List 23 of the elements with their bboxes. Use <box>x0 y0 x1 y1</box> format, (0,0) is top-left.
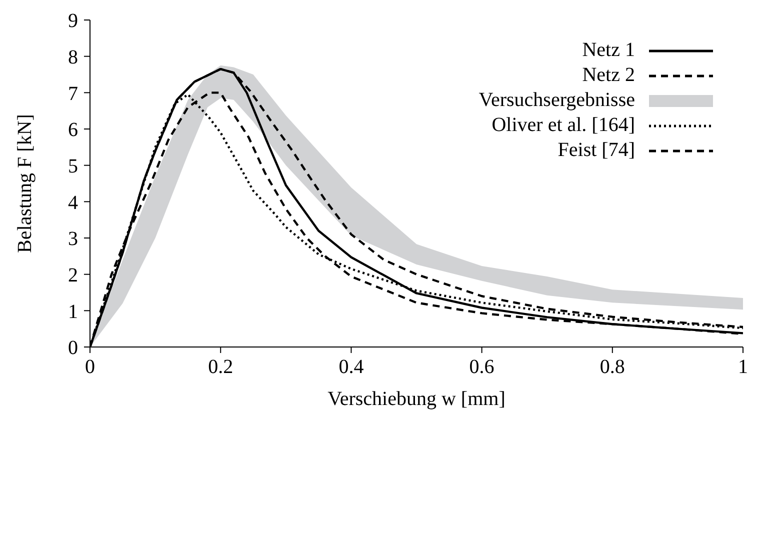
y-tick-label: 2 <box>68 264 78 286</box>
legend-label: Feist [74] <box>558 138 635 163</box>
y-tick-label: 3 <box>68 228 78 250</box>
y-tick-label: 1 <box>68 300 78 323</box>
y-tick-label: 5 <box>68 155 78 178</box>
y-tick-label: 6 <box>68 119 78 142</box>
y-tick-label: 0 <box>68 337 78 360</box>
x-axis-title: Verschiebung w [mm] <box>328 388 506 410</box>
legend-label: Oliver et al. [164] <box>492 113 635 138</box>
x-tick-label: 1 <box>738 356 748 378</box>
y-tick-label: 4 <box>68 192 78 214</box>
y-axis-title: Belastung F [kN] <box>14 114 36 253</box>
x-tick-label: 0.2 <box>208 356 234 378</box>
x-tick-label: 0.4 <box>338 356 364 378</box>
x-tick-label: 0.8 <box>600 356 625 378</box>
legend-label: Netz 1 <box>582 38 635 63</box>
x-tick-label: 0 <box>85 356 95 378</box>
y-tick-label: 9 <box>68 10 78 32</box>
y-tick-label: 8 <box>68 46 78 68</box>
y-tick-label: 7 <box>68 82 78 105</box>
legend-label: Versuchsergebnisse <box>478 88 635 113</box>
legend-label: Netz 2 <box>582 63 635 88</box>
x-tick-label: 0.6 <box>469 356 494 378</box>
